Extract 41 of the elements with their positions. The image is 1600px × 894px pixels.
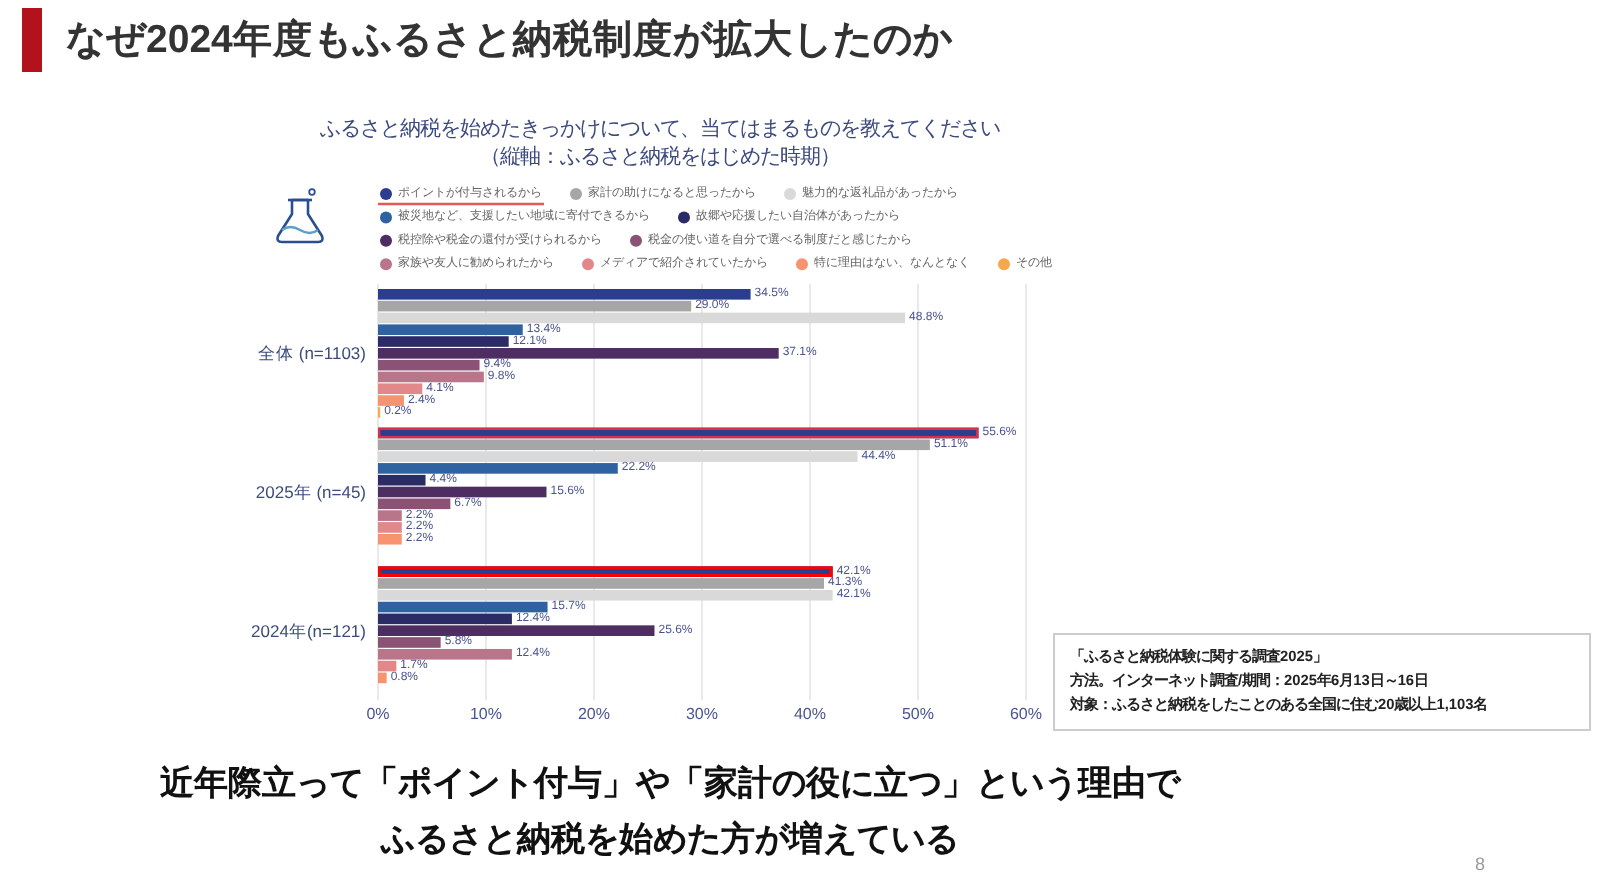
- chart-title: なぜ2024年度もふるさと納税制度が拡大したのか: [66, 16, 955, 62]
- x-tick-label: 40%: [793, 705, 827, 723]
- bar: [378, 395, 404, 406]
- x-tick-label: 0%: [366, 705, 390, 723]
- bar: [378, 312, 906, 324]
- bar: [378, 348, 779, 359]
- y-tick-label: 全体 (n=1103): [258, 343, 367, 364]
- bar: [378, 371, 484, 383]
- text: 8: [1474, 854, 1486, 874]
- bar: [378, 672, 387, 684]
- y-tick-label: 2025年 (n=45): [255, 482, 367, 502]
- bar: [378, 637, 441, 648]
- bar: [378, 601, 548, 613]
- bar: [378, 589, 833, 601]
- bar: [378, 359, 480, 371]
- x-tick-label: 20%: [577, 705, 611, 723]
- bar: [378, 660, 397, 672]
- bar: [378, 625, 655, 636]
- x-tick-label: 50%: [901, 705, 935, 723]
- bar: [378, 486, 547, 498]
- bar: [378, 451, 858, 462]
- x-tick-label: 10%: [469, 705, 503, 723]
- x-tick-label: 30%: [685, 705, 719, 723]
- chart-subtitle: ふるさと納税を始めたきっかけについて、当てはまるものを教えてください: [318, 117, 1000, 141]
- bar: [378, 498, 451, 510]
- bar: [378, 300, 692, 312]
- bar: [378, 288, 751, 300]
- bar: [378, 324, 523, 336]
- text: 近年際立って「ポイント付与」や「家計の役に立つ」という理由でふるさと納税を始めた方が増えている: [158, 763, 1182, 857]
- bar: [378, 533, 402, 545]
- x-tick-label: 60%: [1009, 705, 1043, 723]
- bar: [378, 648, 512, 660]
- bar: [378, 613, 512, 625]
- bar: [378, 383, 423, 395]
- text: （縦軸：ふるさと納税をはじめた時期）: [480, 145, 840, 169]
- y-tick-label: 2024年(n=121): [251, 620, 367, 641]
- bar: [378, 336, 509, 347]
- bar: [378, 510, 402, 521]
- bar: [378, 522, 402, 533]
- bar: [378, 463, 618, 474]
- bar: [378, 474, 426, 486]
